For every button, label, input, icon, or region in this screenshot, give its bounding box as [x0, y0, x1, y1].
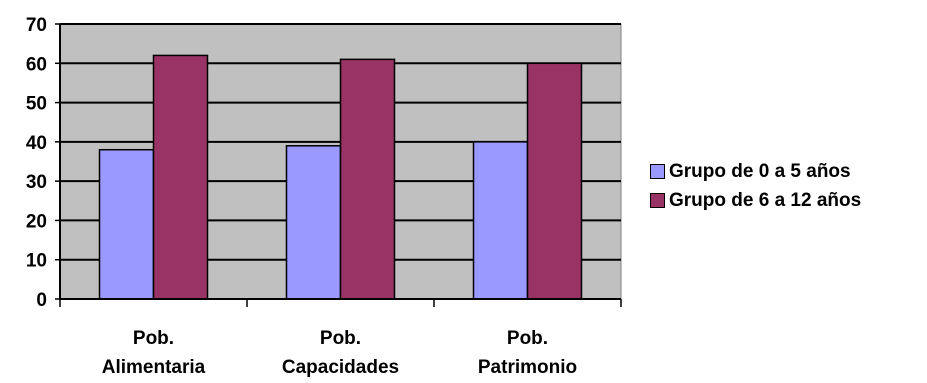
- x-category-label: Pob.: [133, 328, 174, 349]
- bar-series-2: [152, 54, 209, 300]
- x-category-label: Alimentaria: [102, 357, 206, 378]
- y-tick-label: 70: [26, 15, 47, 36]
- bar-series-1: [98, 148, 155, 300]
- legend-label-series-1: Grupo de 0 a 5 años: [669, 160, 851, 182]
- x-category-label: Capacidades: [282, 357, 399, 378]
- legend-item-series-2: Grupo de 6 a 12 años: [650, 186, 861, 215]
- y-tick-label: 10: [26, 251, 47, 272]
- y-tick-label: 0: [36, 290, 47, 311]
- legend-swatch-series-2: [650, 193, 665, 208]
- legend-label-series-2: Grupo de 6 a 12 años: [669, 189, 862, 211]
- axes: [59, 24, 622, 307]
- y-axis-ticks: 0 10 20 30 40 50 60 70: [26, 15, 60, 311]
- x-category-label: Pob.: [507, 328, 548, 349]
- legend-item-series-1: Grupo de 0 a 5 años: [650, 157, 861, 186]
- bar-series-2: [526, 62, 583, 300]
- x-category-label: Pob.: [320, 328, 361, 349]
- bar-series-1: [285, 145, 342, 300]
- bar-series-1: [472, 141, 529, 300]
- y-tick-label: 60: [26, 54, 47, 75]
- x-axis-labels: Pob. Alimentaria Pob. Capacidades Pob. Patrim…: [102, 328, 577, 378]
- bar-series-2: [339, 58, 396, 300]
- legend: Grupo de 0 a 5 años Grupo de 6 a 12 años: [650, 157, 861, 215]
- x-category-label: Patrimonio: [478, 357, 577, 378]
- y-tick-label: 40: [26, 133, 47, 154]
- legend-swatch-series-1: [650, 164, 665, 179]
- y-tick-label: 50: [26, 94, 47, 115]
- y-tick-label: 30: [26, 172, 47, 193]
- bars: [98, 54, 583, 300]
- y-tick-label: 20: [26, 211, 47, 232]
